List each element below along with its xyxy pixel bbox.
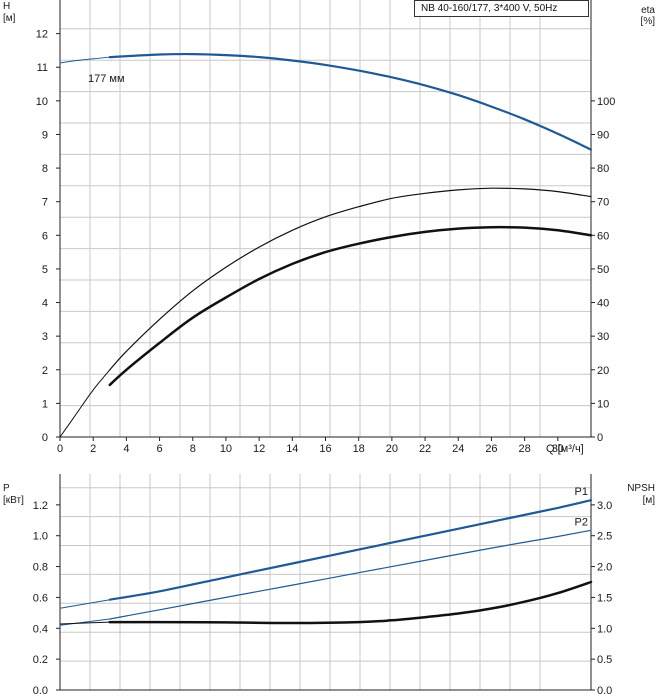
panel-top — [56, 0, 595, 441]
x-tick-label: 8 — [190, 443, 196, 455]
panel-bottom — [56, 474, 595, 691]
right-axis-unit: [%] — [641, 16, 656, 27]
right-tick-label: 0.0 — [597, 685, 612, 697]
right-tick-label: 90 — [597, 129, 609, 141]
right-tick-label: 60 — [597, 230, 609, 242]
right-tick-label: 100 — [597, 96, 615, 108]
left-tick-label: 0.4 — [33, 623, 48, 635]
right-tick-label: 1.0 — [597, 623, 612, 635]
x-tick-label: 22 — [419, 443, 431, 455]
left-tick-label: 12 — [36, 29, 48, 41]
series-p2_ext — [59, 618, 111, 626]
series-npsh_ext — [59, 621, 111, 625]
left-tick-label: 8 — [42, 163, 48, 175]
left-tick-label: 1.0 — [33, 531, 48, 543]
left-axis-unit: [м] — [3, 13, 16, 24]
left-tick-label: 7 — [42, 197, 48, 209]
left-tick-label: 1 — [42, 398, 48, 410]
series-eta — [109, 187, 592, 371]
left-axis-title: P — [3, 483, 10, 494]
right-tick-label: 30 — [597, 331, 609, 343]
left-tick-label: 0 — [42, 432, 48, 444]
right-tick-label: 70 — [597, 197, 609, 209]
series-p1 — [108, 499, 593, 601]
left-tick-label: 0.8 — [33, 562, 48, 574]
x-tick-label: 2 — [90, 443, 96, 455]
left-tick-label: 3 — [42, 331, 48, 343]
right-tick-label: 2.0 — [597, 562, 612, 574]
left-tick-label: 2 — [42, 365, 48, 377]
left-tick-label: 4 — [42, 298, 48, 310]
left-tick-label: 10 — [36, 96, 48, 108]
impeller-diameter-label: 177 мм — [88, 73, 125, 85]
left-axis-unit: [кВт] — [3, 495, 24, 506]
left-tick-label: 6 — [42, 230, 48, 242]
x-tick-label: 14 — [286, 443, 298, 455]
right-tick-label: 80 — [597, 163, 609, 175]
right-tick-label: 0 — [597, 432, 603, 444]
series-label-p1: P1 — [575, 486, 588, 498]
x-axis-title: Q [м³/ч] — [546, 443, 584, 455]
left-tick-label: 11 — [37, 62, 48, 74]
x-tick-label: 26 — [485, 443, 497, 455]
left-tick-label: 9 — [42, 129, 48, 141]
x-tick-label: 28 — [519, 443, 531, 455]
model-label: NB 40-160/177, 3*400 V, 50Hz — [414, 0, 589, 17]
series-eta_motor — [108, 225, 593, 387]
right-tick-label: 40 — [597, 298, 609, 310]
right-tick-label: 3.0 — [597, 500, 612, 512]
right-axis-unit: [м] — [643, 495, 656, 506]
series-p1_ext — [59, 599, 111, 609]
left-tick-label: 0.2 — [33, 654, 48, 666]
x-tick-label: 24 — [452, 443, 464, 455]
series-h_ext — [59, 56, 111, 64]
series-label-p2: P2 — [575, 516, 588, 528]
series-npsh — [108, 580, 593, 625]
left-tick-label: 0.6 — [33, 592, 48, 604]
right-axis-title: NPSH — [627, 483, 655, 494]
right-tick-label: 0.5 — [597, 654, 612, 666]
right-tick-label: 2.5 — [597, 531, 612, 543]
right-tick-label: 1.5 — [597, 592, 612, 604]
right-tick-label: 10 — [597, 398, 609, 410]
x-tick-label: 20 — [386, 443, 398, 455]
x-tick-label: 6 — [157, 443, 163, 455]
left-tick-label: 1.2 — [33, 500, 48, 512]
right-axis-title: eta — [641, 5, 655, 16]
left-tick-label: 5 — [42, 264, 48, 276]
left-axis-title: H — [3, 1, 10, 12]
x-tick-label: 10 — [220, 443, 232, 455]
series-p2 — [109, 529, 592, 620]
x-tick-label: 16 — [319, 443, 331, 455]
x-tick-label: 0 — [57, 443, 63, 455]
x-tick-label: 12 — [253, 443, 265, 455]
left-tick-label: 0.0 — [33, 685, 48, 697]
right-tick-label: 50 — [597, 264, 609, 276]
right-tick-label: 20 — [597, 365, 609, 377]
x-tick-label: 30 — [552, 443, 564, 455]
series-h — [108, 52, 593, 151]
x-tick-label: 18 — [353, 443, 365, 455]
series-eta_ext — [59, 369, 111, 438]
x-tick-label: 4 — [123, 443, 129, 455]
